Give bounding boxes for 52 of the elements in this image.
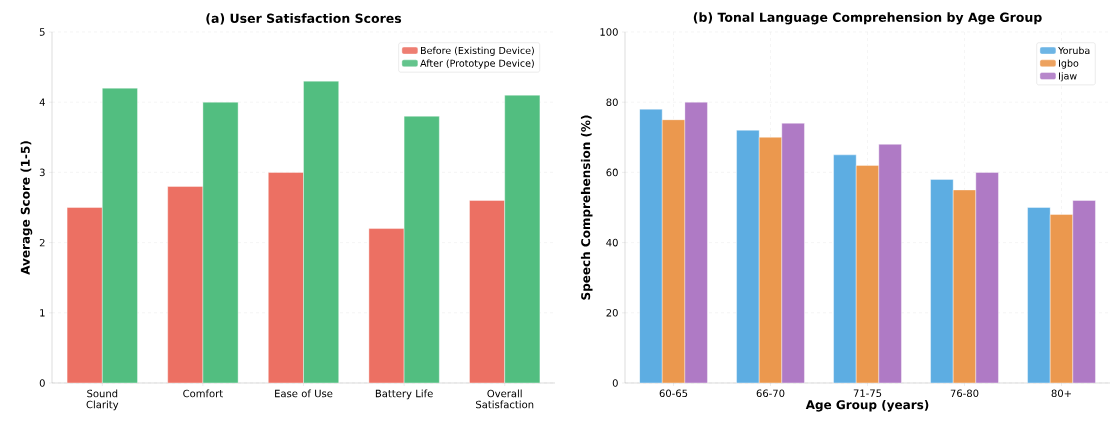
- legend-label: Yoruba: [1058, 46, 1090, 55]
- bar: [368, 228, 405, 383]
- bar: [1049, 214, 1074, 383]
- legend-label: Ijaw: [1059, 72, 1077, 82]
- x-tick-label: 80+: [1051, 389, 1071, 398]
- y-axis-title: Average Score (1-5): [20, 141, 33, 275]
- y-tick-label: 20: [606, 309, 618, 317]
- chart-title: (b) Tonal Language Comprehension by Age Group: [693, 12, 1042, 25]
- bar: [66, 207, 103, 383]
- bar: [403, 116, 440, 383]
- bar: [1027, 207, 1051, 383]
- x-tick-label: Comfort: [183, 389, 223, 398]
- bar: [736, 130, 760, 383]
- bar: [661, 119, 686, 383]
- bar: [855, 165, 880, 383]
- bar: [952, 189, 977, 383]
- x-tick-label: Overall Satisfaction: [476, 389, 534, 409]
- y-tick-label: 5: [39, 28, 45, 36]
- y-tick-label: 0: [39, 379, 45, 387]
- bar: [639, 109, 663, 383]
- bar: [469, 200, 505, 383]
- bar: [167, 186, 204, 383]
- bar: [102, 87, 138, 383]
- legend-label: Before (Existing Device): [421, 46, 534, 56]
- bar: [833, 154, 857, 383]
- bar: [268, 172, 304, 383]
- x-tick-label: Ease of Use: [275, 389, 333, 398]
- y-tick-label: 0: [612, 379, 618, 387]
- legend-label: Igbo: [1059, 59, 1079, 69]
- y-tick-label: 60: [606, 168, 618, 177]
- bar: [303, 80, 339, 383]
- y-tick-label: 1: [40, 309, 45, 317]
- x-axis-title: Age Group (years): [805, 399, 929, 412]
- chart-title: (a) User Satisfaction Scores: [206, 13, 402, 25]
- x-tick-label: 66-70: [756, 389, 785, 398]
- x-tick-label: 60-65: [659, 389, 688, 398]
- bar: [202, 102, 239, 383]
- x-tick-label: Sound Clarity: [86, 389, 119, 411]
- x-tick-label: 71-75: [853, 389, 882, 397]
- bar: [930, 179, 954, 383]
- y-tick-label: 3: [39, 168, 45, 177]
- legend-label: After (Prototype Device): [420, 59, 534, 69]
- y-tick-label: 4: [39, 98, 45, 106]
- y-axis-title: Speech Comprehension (%): [580, 115, 593, 300]
- x-tick-label: 76-80: [950, 389, 979, 398]
- y-tick-label: 80: [606, 98, 618, 106]
- y-tick-label: 100: [600, 28, 618, 36]
- bar: [758, 137, 783, 383]
- y-tick-label: 2: [39, 238, 45, 247]
- x-tick-label: Battery Life: [375, 389, 433, 400]
- bar: [504, 94, 541, 383]
- y-tick-label: 40: [606, 238, 618, 247]
